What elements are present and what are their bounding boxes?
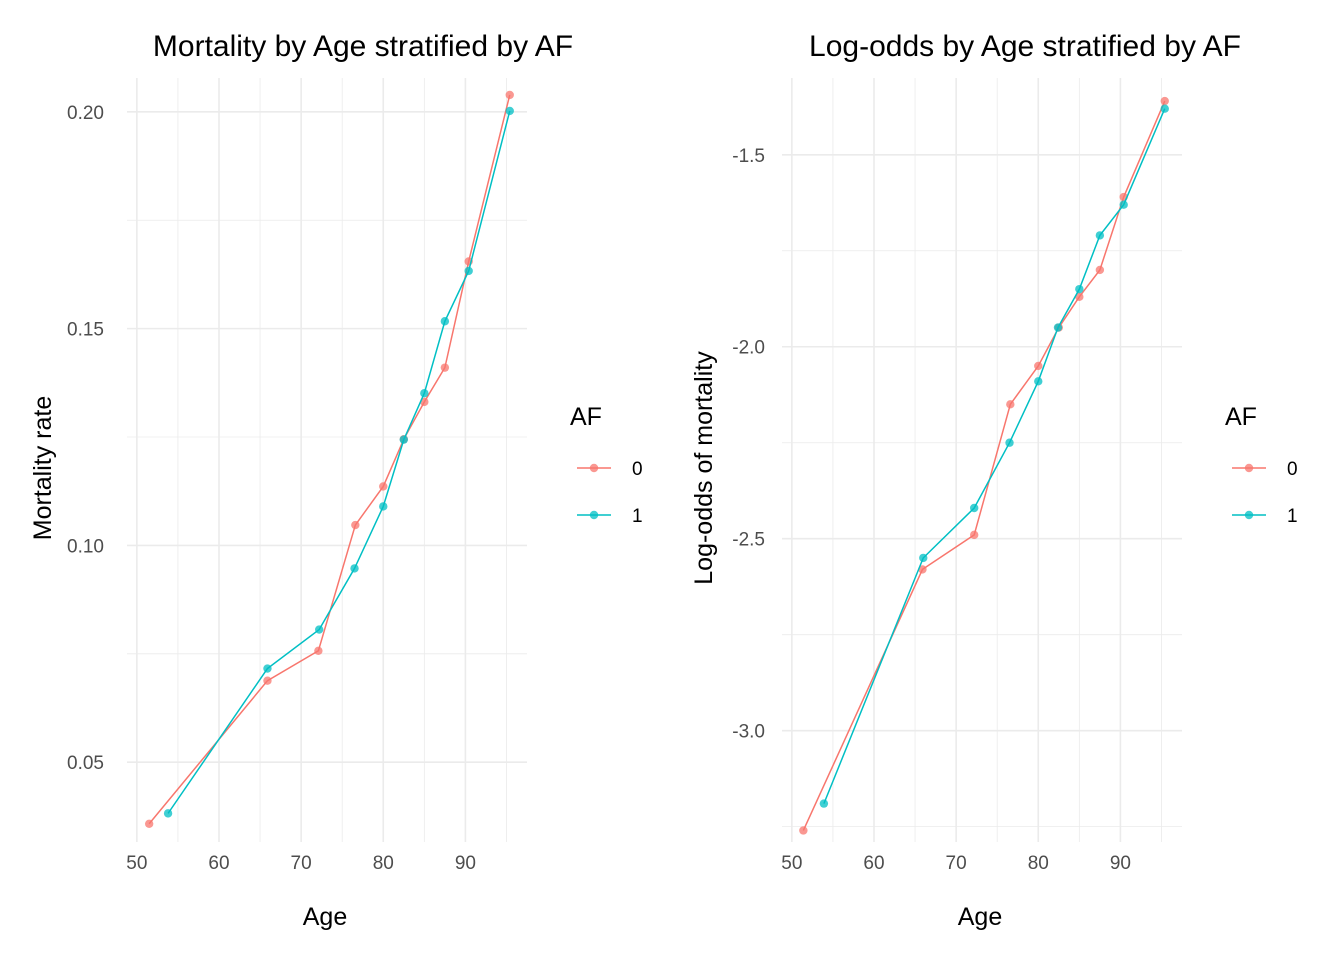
series-0-point [799, 826, 808, 835]
series-0-point [1095, 265, 1105, 275]
chart-title: Mortality by Age stratified by AF [153, 30, 573, 63]
series-0-point [1160, 96, 1169, 106]
mortality-rate-panel: 50 60 70 80 90 0.05 0.10 0.15 0.20 Mortality by A… [29, 30, 643, 931]
legend-label: 0 [1287, 459, 1298, 480]
series-1-point [420, 389, 429, 398]
legend-key-point [1244, 510, 1254, 520]
x-tick-label: 80 [373, 853, 394, 874]
x-tick-label: 70 [291, 853, 312, 874]
y-tick-label: -3.0 [732, 722, 765, 743]
y-tick-label: -2.5 [732, 530, 765, 551]
legend-title: AF [1225, 403, 1257, 431]
series-1-point [919, 553, 928, 563]
series-1-point [1160, 104, 1169, 113]
legend-key-point [589, 510, 599, 520]
x-axis-title: Age [303, 903, 347, 931]
y-tick-label: -2.0 [732, 338, 765, 359]
y-axis-title: Log-odds of mortality [690, 351, 718, 585]
series-0-point [969, 530, 979, 540]
series-0-point [144, 819, 154, 828]
series-0-point [1034, 361, 1043, 371]
series-0-line [148, 94, 511, 825]
x-tick-label: 90 [1110, 853, 1131, 874]
x-axis-title: Age [958, 903, 1002, 931]
x-tick-label: 70 [946, 853, 967, 874]
series-1-point [1095, 231, 1105, 240]
y-tick-label: 0.15 [67, 320, 104, 341]
series-1-point [1075, 284, 1084, 294]
series-1-point [163, 809, 173, 818]
y-tick-label: -1.5 [732, 146, 765, 167]
x-tick-label: 80 [1028, 853, 1049, 874]
series-1-point [440, 317, 450, 326]
y-tick-label: 0.05 [67, 753, 104, 774]
series-1-point [350, 564, 359, 573]
series-0-point [379, 482, 388, 491]
series-1-point [1005, 438, 1014, 447]
series-1-point [399, 435, 408, 444]
series-1-point [464, 266, 473, 276]
x-tick-label: 90 [455, 853, 476, 874]
legend-key-point [1244, 463, 1254, 473]
series-1-point [819, 799, 829, 808]
series-0-point [263, 676, 272, 685]
chart-title: Log-odds by Age stratified by AF [809, 30, 1241, 63]
series-1-point [1053, 323, 1063, 332]
legend-label: 0 [632, 459, 643, 480]
series-1-point [1034, 377, 1043, 386]
x-tick-label: 50 [126, 853, 147, 874]
y-tick-label: 0.20 [67, 103, 104, 124]
legend-key-point [589, 463, 599, 473]
series-1-point [505, 106, 514, 116]
series-1-point [314, 625, 324, 634]
legend-label: 1 [632, 506, 643, 527]
x-tick-label: 60 [208, 853, 229, 874]
series-0-point [918, 565, 927, 574]
legend-title: AF [570, 403, 602, 431]
series-1-point [969, 503, 979, 513]
y-tick-label: 0.10 [67, 536, 104, 557]
series-0-point [1006, 400, 1015, 409]
x-tick-label: 60 [863, 853, 884, 874]
series-0-line [802, 100, 1166, 831]
series-1-point [1119, 200, 1128, 209]
series-0-point [351, 520, 360, 530]
series-1-line [167, 110, 511, 814]
series-1-line [823, 108, 1166, 804]
series-0-point [440, 363, 450, 372]
legend-label: 1 [1287, 506, 1298, 527]
series-1-point [379, 502, 388, 511]
y-axis-title: Mortality rate [29, 396, 57, 540]
log-odds-panel: 50 60 70 80 90 -3.0 -2.5 -2.0 -1.5 Log-odds by Ag… [690, 30, 1298, 931]
x-tick-label: 50 [781, 853, 802, 874]
series-1-point [263, 664, 272, 673]
series-0-point [314, 646, 323, 655]
series-0-point [505, 90, 514, 100]
series-0-point [1075, 292, 1084, 302]
